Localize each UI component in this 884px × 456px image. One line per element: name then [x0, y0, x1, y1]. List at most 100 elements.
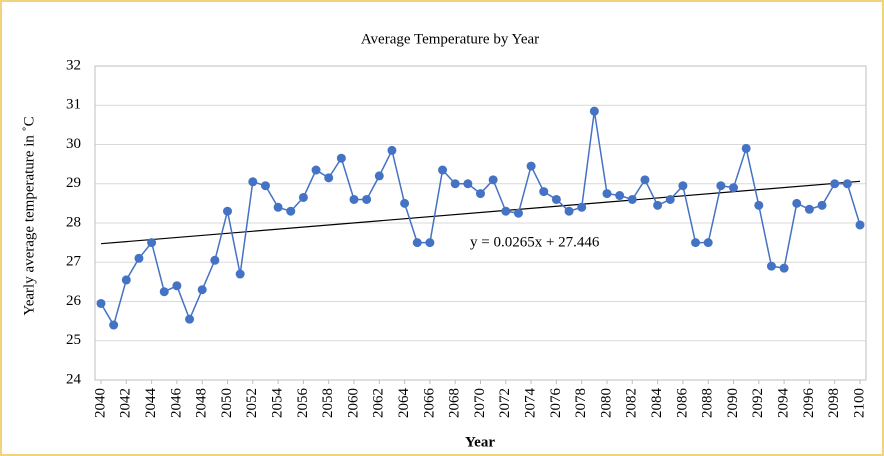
data-point	[197, 285, 207, 295]
data-point	[627, 194, 637, 204]
data-point	[842, 179, 852, 189]
data-point	[589, 106, 599, 116]
y-tick-label: 24	[66, 371, 82, 387]
data-point	[830, 179, 840, 189]
x-tick-label: 2040	[92, 388, 108, 418]
x-axis-label: Year	[465, 434, 495, 450]
data-point	[766, 261, 776, 271]
x-tick-label: 2050	[219, 388, 235, 418]
x-tick-label: 2078	[573, 388, 589, 418]
data-point	[703, 238, 713, 248]
data-point	[779, 263, 789, 273]
x-tick-label: 2100	[851, 388, 867, 418]
data-point	[210, 255, 220, 265]
y-axis-label: Yearly average temperature in ˚C	[21, 116, 37, 315]
y-tick-label: 27	[66, 254, 82, 270]
x-tick-label: 2070	[472, 388, 488, 418]
data-point	[564, 206, 574, 216]
data-point	[336, 153, 346, 163]
data-point	[450, 179, 460, 189]
x-tick-label: 2058	[320, 388, 336, 418]
x-tick-label: 2096	[801, 388, 817, 419]
data-point	[362, 194, 372, 204]
x-tick-label: 2052	[244, 388, 260, 418]
data-point	[539, 187, 549, 197]
x-tick-label: 2084	[649, 388, 665, 419]
x-tick-label: 2056	[295, 388, 311, 419]
x-tick-label: 2068	[447, 388, 463, 418]
x-tick-label: 2042	[118, 388, 134, 418]
data-point	[678, 181, 688, 191]
y-tick-label: 26	[66, 293, 82, 309]
data-point	[134, 253, 144, 263]
x-tick-label: 2090	[725, 388, 741, 418]
data-point	[185, 314, 195, 324]
data-point	[716, 181, 726, 191]
data-point	[387, 145, 397, 155]
data-point	[602, 189, 612, 199]
y-tick-label: 28	[66, 214, 81, 230]
data-point	[400, 198, 410, 208]
data-point	[324, 173, 334, 183]
data-point	[463, 179, 473, 189]
data-point	[286, 206, 296, 216]
data-point	[551, 194, 561, 204]
data-point	[248, 177, 258, 187]
x-tick-label: 2094	[776, 388, 792, 419]
data-point	[665, 194, 675, 204]
x-tick-label: 2048	[194, 388, 210, 418]
data-point	[804, 204, 814, 214]
data-point	[412, 238, 422, 248]
data-point	[172, 281, 182, 291]
data-point	[476, 189, 485, 199]
data-point	[792, 198, 802, 208]
data-point	[425, 238, 435, 248]
x-tick-label: 2054	[270, 388, 286, 419]
x-tick-label: 2092	[750, 388, 766, 418]
data-point	[121, 275, 131, 285]
data-point	[513, 208, 523, 218]
data-point	[501, 206, 511, 216]
data-point	[147, 238, 157, 248]
data-point	[640, 175, 650, 185]
data-point	[817, 200, 827, 210]
data-point	[526, 161, 536, 171]
y-tick-label: 25	[66, 332, 81, 348]
data-point	[577, 202, 587, 212]
x-tick-label: 2046	[168, 388, 184, 419]
x-tick-label: 2086	[674, 388, 690, 419]
data-point	[438, 165, 448, 175]
data-point	[109, 320, 119, 330]
x-tick-label: 2060	[345, 388, 361, 418]
data-point	[374, 171, 384, 181]
data-point	[298, 192, 308, 202]
y-tick-label: 32	[66, 57, 81, 73]
data-point	[311, 165, 321, 175]
data-point	[260, 181, 270, 191]
data-point	[349, 194, 359, 204]
x-tick-label: 2080	[598, 388, 614, 418]
data-point	[754, 200, 764, 210]
data-point	[855, 220, 865, 230]
data-point	[159, 287, 169, 297]
data-point	[729, 183, 738, 193]
x-tick-label: 2072	[497, 388, 513, 418]
x-tick-label: 2062	[371, 388, 387, 418]
x-tick-label: 2074	[523, 388, 539, 419]
x-tick-label: 2082	[624, 388, 640, 418]
data-point	[691, 238, 701, 248]
y-tick-label: 29	[66, 175, 81, 191]
y-tick-label: 31	[66, 97, 81, 113]
data-point	[615, 191, 625, 201]
x-tick-label: 2088	[700, 388, 716, 418]
data-point	[96, 298, 106, 308]
trendline-equation: y = 0.0265x + 27.446	[470, 234, 600, 250]
x-tick-label: 2044	[143, 388, 159, 419]
data-point	[741, 143, 751, 153]
x-tick-label: 2064	[396, 388, 412, 419]
data-point	[223, 206, 232, 216]
y-tick-label: 30	[66, 136, 81, 152]
data-point	[235, 269, 245, 279]
